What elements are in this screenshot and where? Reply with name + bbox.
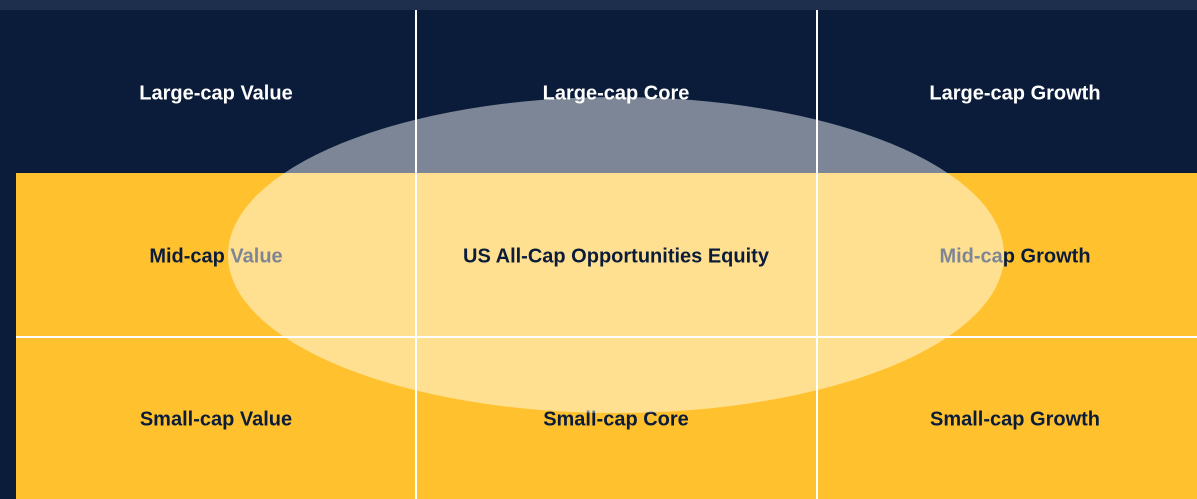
cell-label: Mid-cap Value <box>149 245 282 267</box>
cell-label: Mid-cap Growth <box>939 245 1090 267</box>
top-strip <box>0 0 1197 10</box>
cell-label: Large-cap Growth <box>929 82 1100 104</box>
cell-label: Small-cap Growth <box>930 408 1100 430</box>
overlay-label: US All-Cap Opportunities Equity <box>463 245 770 267</box>
cell-label: Large-cap Value <box>139 82 292 104</box>
cell-label: Small-cap Core <box>543 408 689 430</box>
cell-label: Small-cap Value <box>140 408 292 430</box>
coverage-ellipse <box>228 97 1004 413</box>
cell-label: Large-cap Core <box>543 82 690 104</box>
